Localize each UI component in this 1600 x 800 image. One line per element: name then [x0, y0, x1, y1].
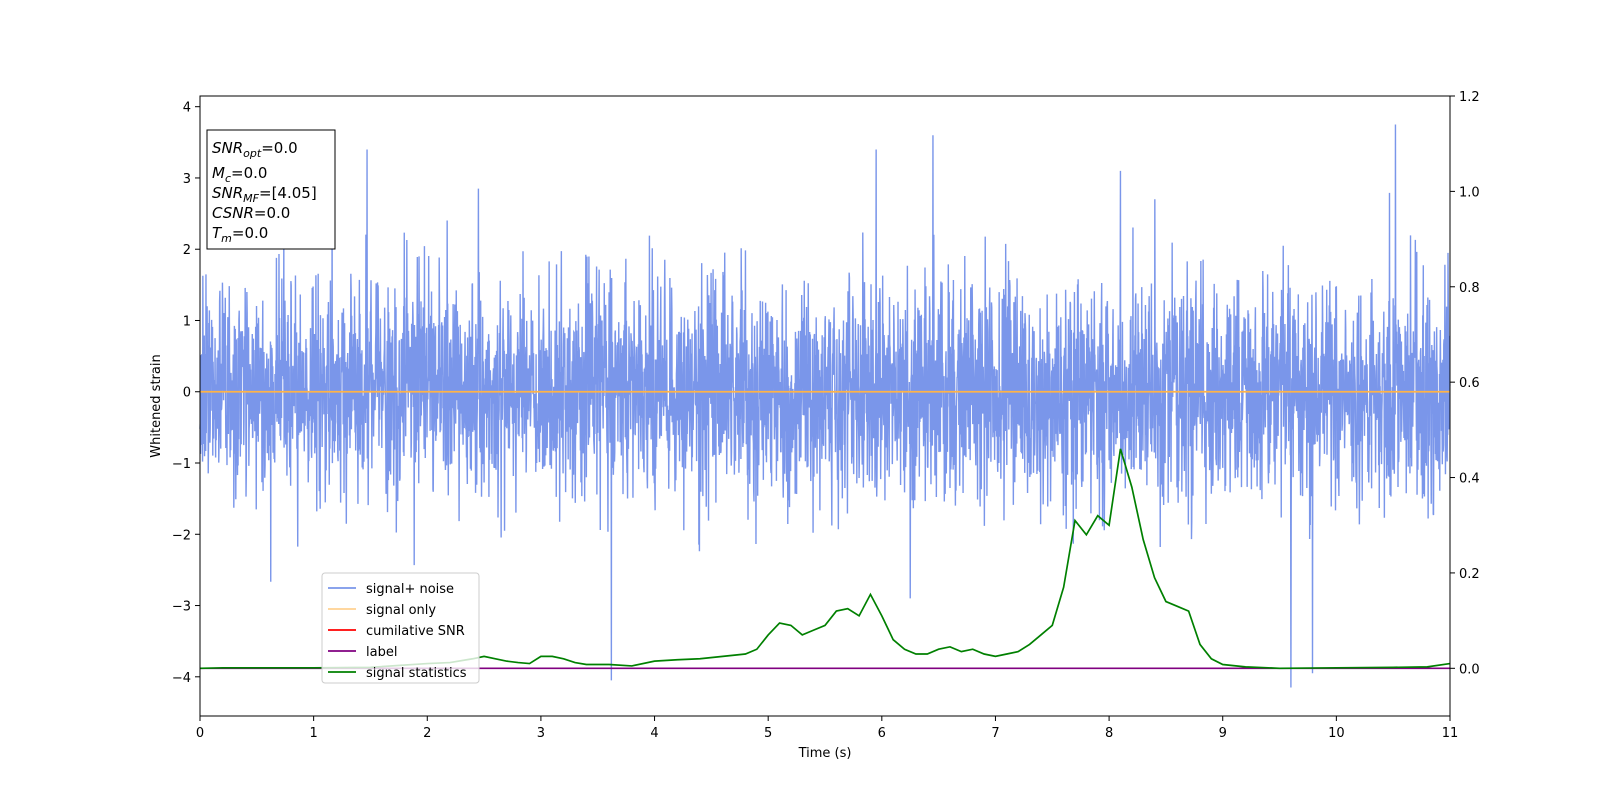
- x-axis-label: Time (s): [798, 746, 852, 761]
- legend: signal+ noise signal only cumilative SNR la…: [321, 572, 480, 684]
- y-tick-label: 0: [183, 386, 191, 401]
- x-tick-label: 10: [1328, 726, 1345, 741]
- info-subscript: MF: [243, 192, 259, 205]
- info-subscript: c: [225, 172, 231, 185]
- info-line: Tm=0.0: [212, 224, 268, 245]
- y-tick-label: 1: [183, 314, 191, 329]
- legend-label: signal statistics: [366, 666, 467, 681]
- legend-frame: [321, 572, 480, 684]
- info-symbol: SNR: [212, 184, 243, 202]
- y-tick-label: −4: [172, 671, 191, 686]
- x-tick-label: 6: [878, 726, 886, 741]
- x-tick-label: 11: [1442, 726, 1459, 741]
- y-tick-label: 3: [183, 172, 191, 187]
- info-value: =0.0: [261, 139, 297, 157]
- info-value: =0.0: [254, 204, 290, 222]
- y-axis-label: Whitened strain: [149, 354, 164, 457]
- legend-label: signal+ noise: [366, 582, 454, 597]
- legend-label: cumilative SNR: [366, 624, 465, 639]
- y2-tick-label: 0.8: [1459, 281, 1480, 296]
- info-symbol: CSNR: [212, 204, 254, 222]
- info-value: =0.0: [232, 224, 268, 242]
- info-line: Mc=0.0: [212, 164, 267, 185]
- info-line: SNRMF=[4.05]: [212, 184, 317, 205]
- y2-tick-label: 0.6: [1459, 376, 1480, 391]
- y-tick-label: −2: [172, 528, 191, 543]
- legend-label: signal only: [366, 603, 436, 618]
- y2-tick-label: 1.2: [1459, 90, 1480, 105]
- info-symbol: M: [212, 164, 225, 182]
- x-tick-label: 3: [537, 726, 545, 741]
- info-box-frame: [206, 129, 336, 250]
- y2-tick-label: 0.0: [1459, 662, 1480, 677]
- x-tick-label: 8: [1105, 726, 1113, 741]
- x-tick-label: 0: [196, 726, 204, 741]
- info-symbol: SNR: [212, 139, 243, 157]
- info-value: =0.0: [231, 164, 267, 182]
- plot-frame: [199, 95, 1451, 717]
- x-tick-label: 2: [423, 726, 431, 741]
- info-box: SNRopt=0.0Mc=0.0SNRMF=[4.05]CSNR=0.0Tm=0…: [206, 129, 336, 250]
- y-tick-label: −3: [172, 600, 191, 615]
- x-tick-label: 7: [991, 726, 999, 741]
- x-tick-label: 1: [309, 726, 317, 741]
- y2-tick-label: 0.4: [1459, 472, 1480, 487]
- series-signal-statistics: [199, 448, 1451, 670]
- info-subscript: m: [221, 232, 232, 245]
- series-signal-noise: [199, 124, 1451, 688]
- x-axis: 0 1 2 3 4 5 6 7 8 9 10 11: [196, 716, 1458, 741]
- y-tick-label: −1: [172, 457, 191, 472]
- x-tick-label: 4: [650, 726, 658, 741]
- info-line: CSNR=0.0: [212, 204, 290, 222]
- noise-series-layer: [199, 124, 1451, 688]
- x-tick-label: 5: [764, 726, 772, 741]
- y-axis-left: 4 3 2 1 0 −1 −2 −3 −4: [172, 101, 200, 686]
- y-tick-label: 2: [183, 243, 191, 258]
- info-line: SNRopt=0.0: [212, 139, 298, 160]
- y2-tick-label: 0.2: [1459, 567, 1480, 582]
- y-tick-label: 4: [183, 101, 191, 116]
- info-symbol: T: [212, 224, 223, 242]
- x-tick-label: 9: [1219, 726, 1227, 741]
- info-value: =[4.05]: [259, 184, 317, 202]
- legend-label: label: [366, 645, 397, 660]
- info-subscript: opt: [243, 147, 262, 160]
- y2-tick-label: 1.0: [1459, 185, 1480, 200]
- y-axis-right: 1.2 1.0 0.8 0.6 0.4 0.2 0.0: [1450, 90, 1480, 677]
